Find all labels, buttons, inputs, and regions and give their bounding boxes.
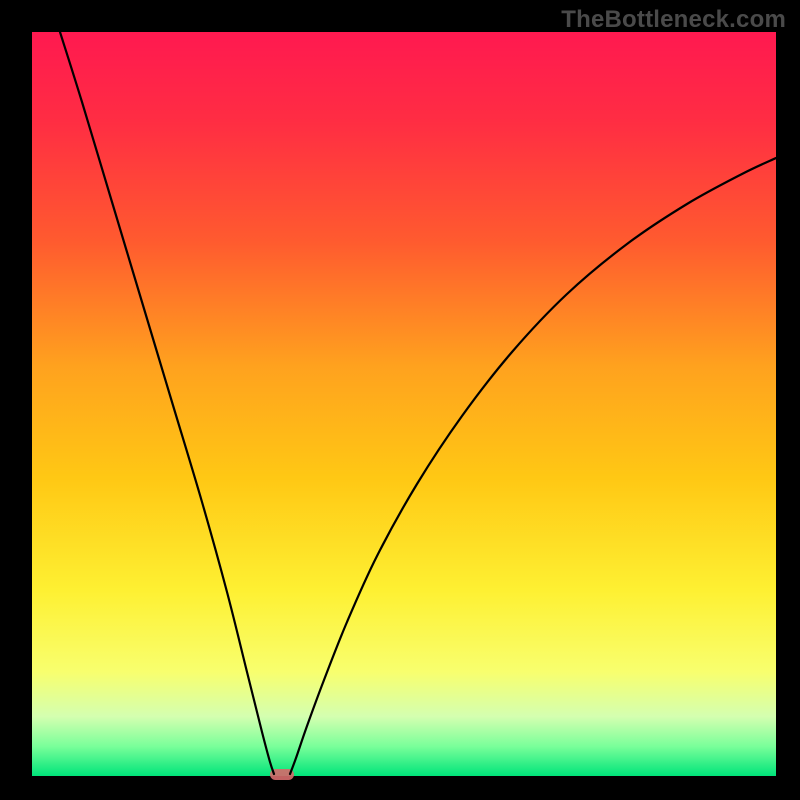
chart-plot-area xyxy=(32,32,776,776)
watermark-text: TheBottleneck.com xyxy=(561,6,786,34)
min-marker xyxy=(270,769,294,780)
chart-background-gradient xyxy=(32,32,776,776)
canvas: TheBottleneck.com xyxy=(0,0,800,800)
